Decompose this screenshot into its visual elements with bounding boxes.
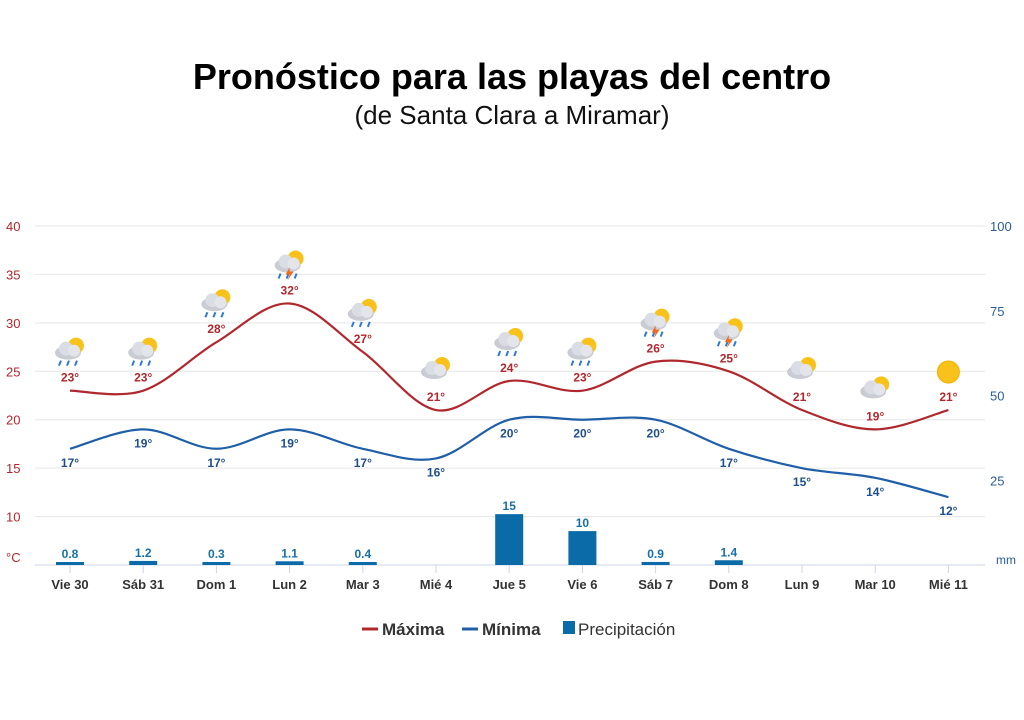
left-tick-label: 15 [6,461,20,476]
left-tick-label: 10 [6,510,20,525]
precip-bar [129,560,158,565]
precip-label: 0.8 [62,547,79,561]
storm-sun-icon [640,308,670,339]
chart-title: Pronóstico para las playas del centro [192,56,832,97]
precip-bar [568,531,597,565]
precip-bar [56,562,84,565]
min-temp-label: 17° [720,456,738,470]
x-tick-label: Dom 8 [709,577,749,592]
right-tick-label: 50 [990,389,1004,404]
maxima-line [69,302,949,431]
min-temp-label: 20° [647,427,665,441]
max-temp-label: 23° [134,371,152,385]
x-tick-label: Sáb 31 [122,577,164,592]
max-temp-label: 24° [500,361,518,375]
max-temp-label: 19° [866,409,884,423]
min-temp-label: 19° [281,436,299,450]
left-tick-label: 40 [6,219,20,234]
x-tick-label: Mié 4 [420,577,453,592]
max-temp-label: 26° [647,342,665,356]
max-temp-label: 25° [720,351,738,365]
precip-label: 0.9 [647,547,664,561]
precip-label: 0.4 [354,547,371,561]
rain-sun-icon [347,298,377,328]
x-tick-label: Mar 3 [346,577,380,592]
rain-sun-icon [55,337,84,367]
max-temp-label: 21° [793,390,811,404]
max-temp-label: 21° [939,390,957,404]
precip-label: 1.4 [720,545,737,559]
x-tick-label: Mié 11 [929,577,968,592]
precip-label: 1.1 [281,546,298,560]
x-tick-label: Mar 10 [855,577,896,592]
min-temp-label: 15° [793,475,811,489]
x-tick-label: Lun 2 [272,577,307,592]
legend-label: Máxima [382,620,445,639]
partly-cloudy-icon [860,376,890,399]
precip-label: 15 [503,499,517,513]
max-temp-label: 28° [207,322,225,336]
legend-item-precipitacion[interactable]: Precipitación [563,620,675,639]
left-axis-unit: °C [6,550,21,565]
min-temp-label: 17° [61,456,79,470]
max-temp-label: 27° [354,332,372,346]
legend-item-maxima[interactable]: Máxima [362,620,445,639]
max-temp-label: 21° [427,390,445,404]
rain-sun-icon [494,327,524,357]
x-tick-label: Sáb 7 [638,577,673,592]
left-tick-label: 30 [6,316,20,331]
x-tick-label: Dom 1 [197,577,237,592]
left-tick-label: 20 [6,413,20,428]
right-tick-label: 75 [990,304,1004,319]
precip-label: 1.2 [135,546,152,560]
min-temp-label: 12° [939,504,957,518]
min-temp-label: 16° [427,465,445,479]
precip-label: 10 [576,516,590,530]
precip-label: 0.3 [208,547,225,561]
legend-item-minima[interactable]: Mínima [462,620,541,639]
x-tick-label: Jue 5 [493,577,526,592]
rain-sun-icon [567,337,597,367]
precip-bar [714,560,743,565]
min-temp-label: 19° [134,436,152,450]
partly-cloudy-icon [421,357,450,380]
rain-sun-icon [201,289,231,318]
precip-bar [495,514,524,565]
legend-label: Mínima [482,620,541,639]
min-temp-label: 14° [866,485,884,499]
legend: Máxima Mínima Precipitación [362,620,675,639]
right-axis-unit: mm [996,553,1016,567]
left-tick-label: 25 [6,364,20,379]
legend-bar-swatch [563,621,575,634]
legend-label: Precipitación [578,620,675,639]
x-tick-label: Lun 9 [785,577,820,592]
partly-cloudy-icon [787,357,816,380]
x-tick-label: Vie 6 [567,577,597,592]
precip-bar [202,562,231,565]
sun-icon [936,360,960,384]
right-tick-label: 100 [990,219,1012,234]
rain-sun-icon [128,337,158,367]
precip-bar [348,562,377,565]
max-temp-label: 23° [61,371,79,385]
right-tick-label: 25 [990,473,1004,488]
left-tick-label: 35 [6,267,20,282]
precip-bar [641,561,670,565]
storm-sun-icon [713,318,743,349]
min-temp-label: 17° [354,456,372,470]
precip-bar [275,561,304,565]
min-temp-label: 20° [500,427,518,441]
max-temp-label: 32° [281,283,299,297]
minima-line [69,415,949,499]
chart-subtitle: (de Santa Clara a Miramar) [354,100,670,130]
min-temp-label: 17° [207,456,225,470]
storm-sun-icon [274,250,304,281]
max-temp-label: 23° [573,371,591,385]
x-tick-label: Vie 30 [51,577,88,592]
min-temp-label: 20° [573,427,591,441]
